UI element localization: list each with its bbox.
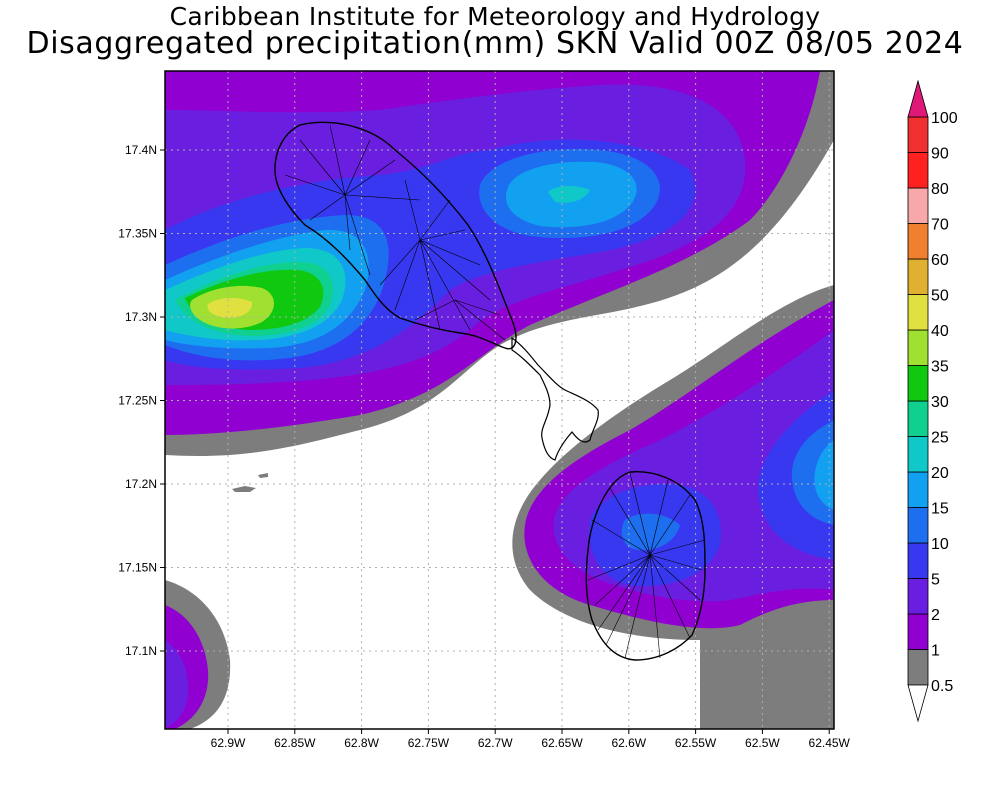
- y-tick-label: 17.35N: [118, 227, 157, 241]
- y-tick-label: 17.3N: [125, 310, 157, 324]
- x-tick-label: 62.45W: [809, 736, 851, 750]
- y-tick-label: 17.1N: [125, 644, 157, 658]
- field-40mm-northwest: [207, 298, 253, 318]
- st-kitts-peninsula: [511, 336, 599, 461]
- colorbar-top-arrow: [907, 79, 929, 118]
- y-tick-label: 17.4N: [125, 143, 157, 157]
- x-tick-label: 62.9W: [211, 736, 246, 750]
- colorbar-label: 5: [931, 572, 940, 589]
- colorbar-box: [907, 365, 929, 402]
- x-tick-label: 62.65W: [541, 736, 583, 750]
- nevis-ridges: [587, 472, 706, 659]
- chart-title-line2: Disaggregated precipitation(mm) SKN Vali…: [26, 26, 964, 61]
- colorbar-label: 30: [931, 394, 949, 411]
- colorbar-label: 0.5: [931, 678, 953, 695]
- y-axis: 17.4N 17.35N 17.3N 17.25N 17.2N 17.15N 17.1N: [118, 143, 165, 658]
- island-outlines: [274, 121, 706, 661]
- field-10mm-south-central: [621, 513, 680, 551]
- nevis-island: [585, 471, 706, 661]
- colorbar-label: 90: [931, 146, 949, 163]
- islet-1: [232, 486, 256, 492]
- x-tick-label: 62.5W: [745, 736, 780, 750]
- colorbar-box: [907, 613, 929, 650]
- precipitation-field: [165, 71, 834, 729]
- y-tick-label: 17.15N: [118, 561, 157, 575]
- colorbar-label: 100: [931, 110, 958, 127]
- colorbar-box: [907, 258, 929, 295]
- y-tick-label: 17.25N: [118, 394, 157, 408]
- colorbar-box: [907, 436, 929, 473]
- colorbar-box: [907, 400, 929, 437]
- colorbar-box: [907, 507, 929, 544]
- colorbar-label: 1: [931, 643, 940, 660]
- colorbar-box: [907, 116, 929, 153]
- colorbar-box: [907, 223, 929, 260]
- x-axis: 62.9W 62.85W 62.8W 62.75W 62.7W 62.65W 62.6W 62…: [211, 729, 851, 750]
- colorbar-label: 35: [931, 359, 949, 376]
- st-kitts-ridges: [284, 124, 506, 341]
- field-20mm-north-east: [548, 186, 590, 203]
- st-kitts-island: [274, 121, 517, 350]
- x-tick-label: 62.6W: [611, 736, 646, 750]
- colorbar-label: 2: [931, 607, 940, 624]
- field-2mm-southwest: [165, 640, 189, 728]
- colorbar-label: 10: [931, 536, 949, 553]
- colorbar-bottom-arrow: [907, 684, 929, 723]
- colorbar-label: 60: [931, 252, 949, 269]
- x-tick-label: 62.85W: [274, 736, 316, 750]
- x-tick-label: 62.55W: [675, 736, 717, 750]
- colorbar-box: [907, 294, 929, 331]
- colorbar-box: [907, 471, 929, 508]
- x-tick-label: 62.7W: [478, 736, 513, 750]
- x-tick-label: 62.8W: [344, 736, 379, 750]
- colorbar-label: 20: [931, 465, 949, 482]
- y-tick-label: 17.2N: [125, 477, 157, 491]
- colorbar-label: 15: [931, 501, 949, 518]
- colorbar-box: [907, 649, 929, 686]
- colorbar-box: [907, 152, 929, 189]
- chart-title-line1: Caribbean Institute for Meteorology and …: [169, 2, 821, 31]
- colorbar-box: [907, 578, 929, 615]
- colorbar-label: 70: [931, 217, 949, 234]
- colorbar-box: [907, 329, 929, 366]
- colorbar-label: 25: [931, 430, 949, 447]
- x-tick-label: 62.75W: [408, 736, 450, 750]
- colorbar-label: 80: [931, 181, 949, 198]
- colorbar-box: [907, 542, 929, 579]
- colorbar-label: 50: [931, 288, 949, 305]
- colorbar-box: [907, 187, 929, 224]
- colorbar-label: 40: [931, 323, 949, 340]
- islet-2: [258, 473, 268, 478]
